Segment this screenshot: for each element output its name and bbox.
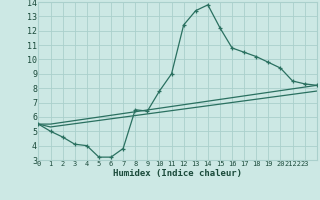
X-axis label: Humidex (Indice chaleur): Humidex (Indice chaleur) xyxy=(113,169,242,178)
